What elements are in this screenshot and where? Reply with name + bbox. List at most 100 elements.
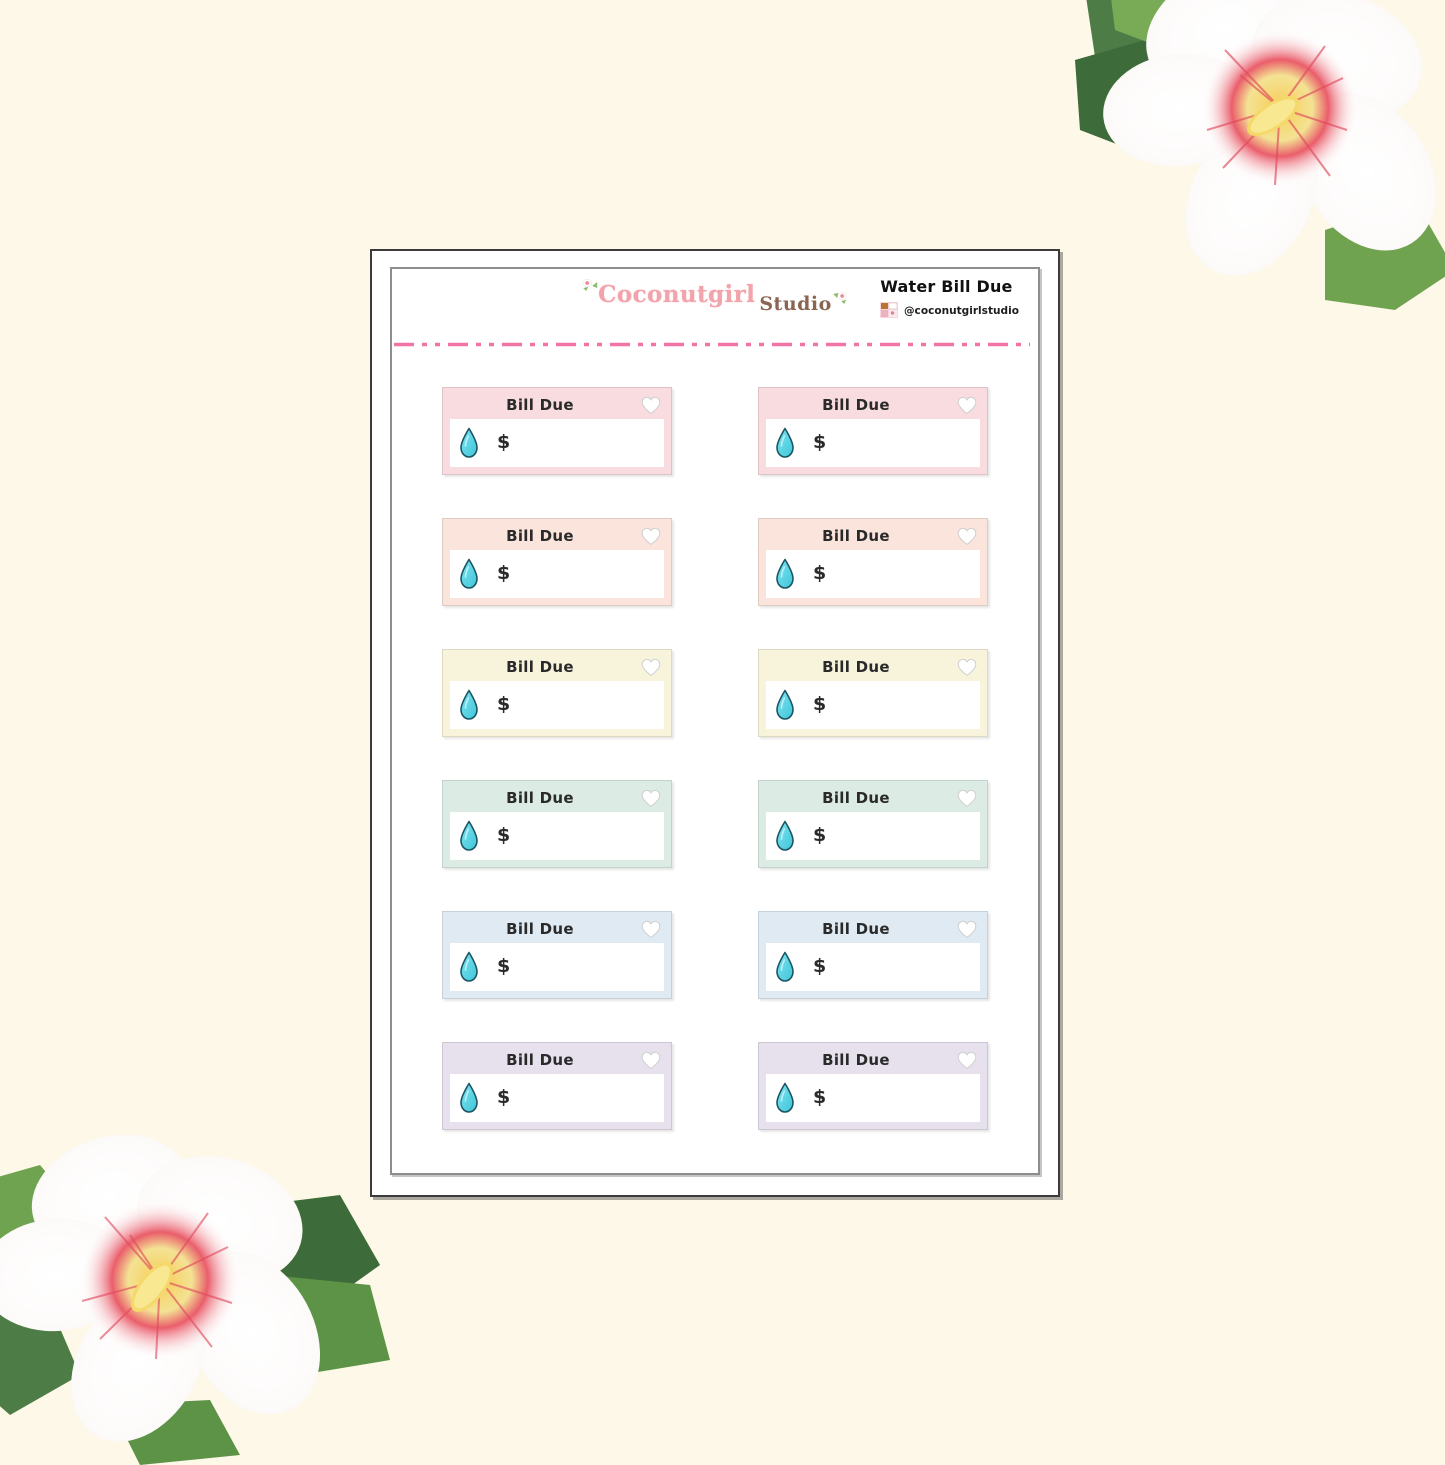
sticker-label: Bill Due bbox=[822, 788, 890, 807]
amount-field[interactable]: $ bbox=[766, 549, 980, 598]
water-drop-icon bbox=[776, 558, 794, 589]
sticker-label: Bill Due bbox=[822, 526, 890, 545]
currency-symbol: $ bbox=[813, 955, 827, 977]
heart-outline-icon[interactable] bbox=[641, 658, 661, 677]
currency-symbol: $ bbox=[497, 1086, 511, 1108]
sticker-label: Bill Due bbox=[822, 395, 890, 414]
currency-symbol: $ bbox=[497, 824, 511, 846]
sticker-bill-due[interactable]: Bill Due $ bbox=[442, 1041, 672, 1130]
sticker-label: Bill Due bbox=[822, 657, 890, 676]
sticker-header: Bill Due bbox=[448, 786, 666, 814]
water-drop-icon bbox=[460, 820, 478, 851]
sticker-header: Bill Due bbox=[448, 1048, 666, 1076]
sticker-bill-due[interactable]: Bill Due $ bbox=[442, 386, 672, 475]
hibiscus-flower-bottom-left bbox=[0, 1134, 390, 1465]
sticker-sheet: Coconutgirl Studio Water Bill Due bbox=[370, 249, 1060, 1197]
currency-symbol: $ bbox=[497, 955, 511, 977]
sticker-header: Bill Due bbox=[764, 524, 982, 552]
currency-symbol: $ bbox=[813, 1086, 827, 1108]
amount-field[interactable]: $ bbox=[450, 942, 664, 991]
brand-logo: Coconutgirl Studio bbox=[582, 279, 847, 315]
water-drop-icon bbox=[460, 689, 478, 720]
sticker-label: Bill Due bbox=[506, 395, 574, 414]
amount-field[interactable]: $ bbox=[450, 418, 664, 467]
photo-thumbnail-icon bbox=[880, 302, 899, 318]
sticker-grid: Bill Due $ Bill Due $ Bill Due $ Bill Due $ Bill… bbox=[392, 357, 1038, 1173]
amount-field[interactable]: $ bbox=[450, 1073, 664, 1122]
sticker-header: Bill Due bbox=[448, 655, 666, 683]
title-block: Water Bill Due @coconutgirlstudio bbox=[880, 277, 1024, 318]
sticker-bill-due[interactable]: Bill Due $ bbox=[758, 910, 988, 999]
amount-field[interactable]: $ bbox=[450, 680, 664, 729]
heart-outline-icon[interactable] bbox=[641, 789, 661, 808]
amount-field[interactable]: $ bbox=[766, 680, 980, 729]
sticker-header: Bill Due bbox=[764, 393, 982, 421]
heart-outline-icon[interactable] bbox=[641, 396, 661, 415]
rose-flower-icon bbox=[832, 292, 847, 304]
sticker-header: Bill Due bbox=[448, 524, 666, 552]
currency-symbol: $ bbox=[497, 562, 511, 584]
dashed-divider bbox=[394, 342, 1030, 347]
water-drop-icon bbox=[460, 1082, 478, 1113]
water-drop-icon bbox=[776, 689, 794, 720]
sticker-sheet-inner-frame: Coconutgirl Studio Water Bill Due bbox=[390, 267, 1040, 1175]
water-drop-icon bbox=[460, 951, 478, 982]
heart-outline-icon[interactable] bbox=[957, 1051, 977, 1070]
heart-outline-icon[interactable] bbox=[641, 920, 661, 939]
sticker-bill-due[interactable]: Bill Due $ bbox=[442, 517, 672, 606]
hibiscus-flower-top-right bbox=[1075, 0, 1445, 310]
sticker-bill-due[interactable]: Bill Due $ bbox=[442, 648, 672, 737]
water-drop-icon bbox=[460, 558, 478, 589]
currency-symbol: $ bbox=[813, 824, 827, 846]
sticker-header: Bill Due bbox=[764, 786, 982, 814]
sticker-bill-due[interactable]: Bill Due $ bbox=[758, 386, 988, 475]
heart-outline-icon[interactable] bbox=[957, 658, 977, 677]
amount-field[interactable]: $ bbox=[766, 1073, 980, 1122]
currency-symbol: $ bbox=[813, 562, 827, 584]
sticker-label: Bill Due bbox=[822, 1050, 890, 1069]
sheet-header: Coconutgirl Studio Water Bill Due bbox=[392, 269, 1038, 347]
heart-outline-icon[interactable] bbox=[957, 396, 977, 415]
water-drop-icon bbox=[776, 820, 794, 851]
handle-row: @coconutgirlstudio bbox=[880, 302, 1024, 318]
sticker-header: Bill Due bbox=[764, 917, 982, 945]
currency-symbol: $ bbox=[813, 431, 827, 453]
brand-name-primary: Coconutgirl bbox=[598, 281, 756, 308]
sticker-label: Bill Due bbox=[506, 1050, 574, 1069]
heart-outline-icon[interactable] bbox=[957, 527, 977, 546]
sheet-title: Water Bill Due bbox=[880, 277, 1013, 296]
sticker-bill-due[interactable]: Bill Due $ bbox=[758, 648, 988, 737]
sticker-bill-due[interactable]: Bill Due $ bbox=[758, 517, 988, 606]
amount-field[interactable]: $ bbox=[766, 418, 980, 467]
sticker-header: Bill Due bbox=[764, 655, 982, 683]
sticker-bill-due[interactable]: Bill Due $ bbox=[442, 910, 672, 999]
social-handle: @coconutgirlstudio bbox=[904, 303, 1020, 317]
water-drop-icon bbox=[460, 427, 478, 458]
currency-symbol: $ bbox=[497, 431, 511, 453]
amount-field[interactable]: $ bbox=[450, 811, 664, 860]
sticker-header: Bill Due bbox=[764, 1048, 982, 1076]
amount-field[interactable]: $ bbox=[766, 811, 980, 860]
heart-outline-icon[interactable] bbox=[641, 527, 661, 546]
heart-outline-icon[interactable] bbox=[957, 920, 977, 939]
sticker-label: Bill Due bbox=[822, 919, 890, 938]
sticker-label: Bill Due bbox=[506, 788, 574, 807]
currency-symbol: $ bbox=[497, 693, 511, 715]
sticker-header: Bill Due bbox=[448, 917, 666, 945]
water-drop-icon bbox=[776, 427, 794, 458]
sticker-label: Bill Due bbox=[506, 526, 574, 545]
water-drop-icon bbox=[776, 951, 794, 982]
heart-outline-icon[interactable] bbox=[957, 789, 977, 808]
sticker-label: Bill Due bbox=[506, 657, 574, 676]
brand-name-secondary: Studio bbox=[759, 293, 832, 315]
sticker-bill-due[interactable]: Bill Due $ bbox=[758, 1041, 988, 1130]
heart-outline-icon[interactable] bbox=[641, 1051, 661, 1070]
sticker-bill-due[interactable]: Bill Due $ bbox=[442, 779, 672, 868]
sticker-label: Bill Due bbox=[506, 919, 574, 938]
sticker-bill-due[interactable]: Bill Due $ bbox=[758, 779, 988, 868]
sticker-header: Bill Due bbox=[448, 393, 666, 421]
amount-field[interactable]: $ bbox=[450, 549, 664, 598]
rose-flower-icon bbox=[582, 279, 598, 291]
amount-field[interactable]: $ bbox=[766, 942, 980, 991]
water-drop-icon bbox=[776, 1082, 794, 1113]
